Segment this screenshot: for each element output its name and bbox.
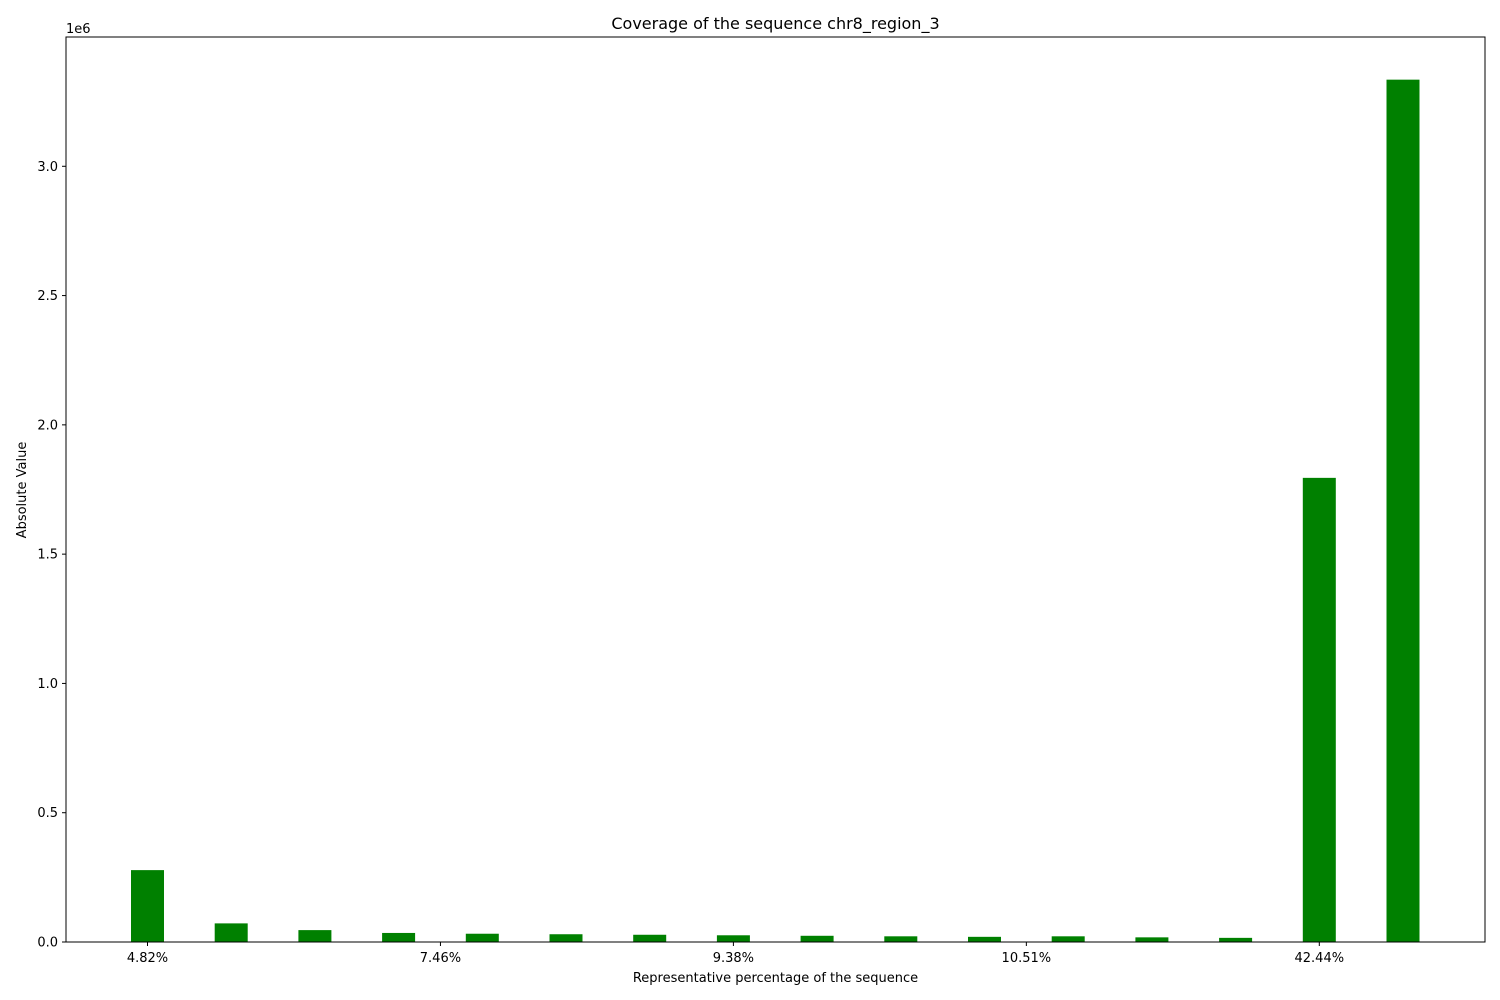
bar-3 [382, 932, 416, 942]
x-tick-label-2: 9.38% [713, 951, 754, 966]
y-tick-label-3: 1.5 [37, 548, 58, 563]
x-tick-label-3: 10.51% [1002, 951, 1052, 966]
chart-title: Coverage of the sequence chr8_region_3 [611, 14, 939, 34]
bar-1 [214, 923, 248, 942]
y-tick-label-0: 0.0 [37, 936, 58, 951]
y-tick-label-5: 2.5 [37, 289, 58, 304]
bar-5 [549, 934, 583, 942]
bar-0 [131, 870, 164, 942]
y-tick-label-6: 3.0 [37, 160, 58, 175]
y-tick-label-2: 1.0 [37, 677, 58, 692]
x-axis-label: Representative percentage of the sequenc… [633, 971, 918, 986]
y-axis-ticks: 0.0 0.5 1.0 1.5 2.0 2.5 3.0 [37, 160, 66, 951]
bars [131, 79, 1420, 942]
x-axis-ticks: 4.82% 7.46% 9.38% 10.51% 42.44% [127, 942, 1344, 966]
bar-12 [1135, 937, 1169, 942]
bar-10 [968, 936, 1001, 942]
y-tick-label-4: 2.0 [37, 418, 58, 433]
y-offset-label: 1e6 [66, 22, 91, 37]
bar-9 [884, 936, 918, 942]
bar-6 [633, 934, 667, 942]
bar-7 [716, 935, 750, 942]
bar-2 [298, 930, 332, 942]
bar-15 [1386, 79, 1420, 942]
x-tick-label-1: 7.46% [420, 951, 461, 966]
x-tick-label-4: 42.44% [1295, 951, 1345, 966]
y-axis-label: Absolute Value [15, 442, 30, 539]
bar-13 [1219, 937, 1253, 942]
bar-8 [800, 935, 834, 942]
bar-14 [1302, 477, 1336, 942]
y-tick-label-1: 0.5 [37, 806, 58, 821]
bar-4 [465, 933, 499, 942]
plot-frame [65, 36, 1486, 943]
x-tick-label-0: 4.82% [127, 951, 168, 966]
bar-11 [1051, 936, 1085, 942]
